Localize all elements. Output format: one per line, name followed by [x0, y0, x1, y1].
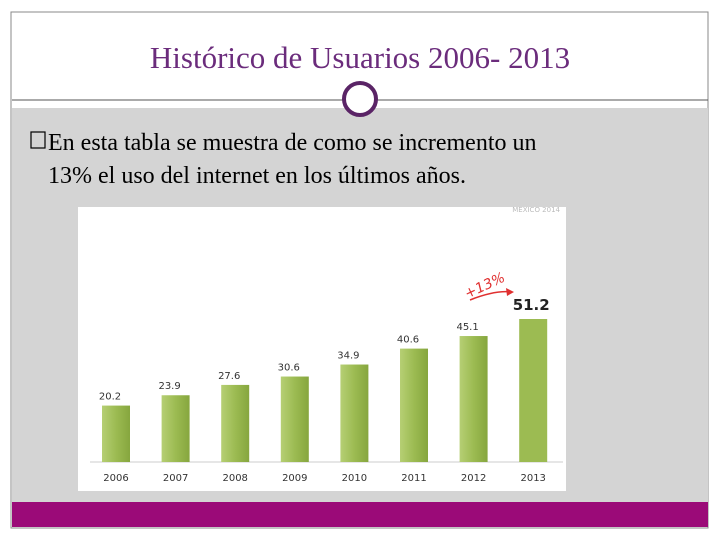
- x-tick-label: 2008: [222, 473, 247, 484]
- bullet-glyph: [30, 131, 46, 149]
- x-tick-label: 2011: [401, 473, 426, 484]
- slide-title: Histórico de Usuarios 2006- 2013: [150, 40, 570, 75]
- value-label: 34.9: [337, 351, 359, 362]
- bar: [221, 384, 250, 462]
- bar: [280, 376, 309, 462]
- value-label: 51.2: [513, 296, 550, 314]
- bar: [519, 319, 548, 462]
- footer-bar: [12, 502, 708, 527]
- value-label: 30.6: [278, 363, 300, 374]
- value-label: 27.6: [218, 371, 240, 382]
- x-tick-label: 2010: [342, 473, 367, 484]
- chart-note: MEXICO 2014: [512, 206, 560, 214]
- x-tick-label: 2013: [520, 473, 545, 484]
- value-label: 23.9: [158, 381, 180, 392]
- bullet-text: En esta tabla se muestra de como se incr…: [48, 130, 537, 156]
- value-label: 45.1: [456, 322, 478, 333]
- x-tick-label: 2006: [103, 473, 128, 484]
- value-label: 40.6: [397, 335, 419, 346]
- bullet-text: 13% el uso del internet en los últimos a…: [48, 163, 466, 189]
- annotation-arrowhead: [506, 288, 514, 296]
- divider-circle: [342, 81, 378, 117]
- bar: [161, 395, 190, 462]
- bar: [102, 405, 130, 462]
- x-tick-label: 2009: [282, 473, 307, 484]
- x-tick-label: 2007: [163, 473, 188, 484]
- bar: [459, 336, 488, 462]
- x-tick-label: 2012: [461, 473, 486, 484]
- bar: [400, 348, 428, 462]
- chart-area: [78, 207, 566, 491]
- bar: [340, 364, 369, 462]
- value-label: 20.2: [99, 392, 121, 403]
